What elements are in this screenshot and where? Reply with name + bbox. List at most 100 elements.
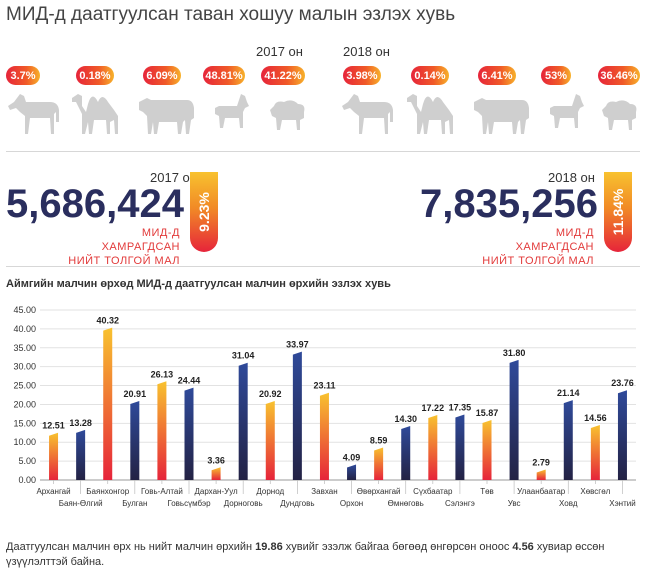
bar-13 bbox=[374, 447, 384, 480]
horse-icon bbox=[342, 94, 393, 134]
x-category-label: Булган bbox=[122, 499, 147, 508]
bar-12 bbox=[347, 464, 357, 480]
badge-2018-sheep: 36.46% bbox=[598, 66, 640, 85]
bar-value-label: 26.13 bbox=[151, 369, 174, 379]
x-category-label: Завхан bbox=[311, 487, 337, 496]
bar-value-label: 23.11 bbox=[313, 381, 335, 391]
x-category-label: Баянхонгор bbox=[86, 487, 129, 496]
bar-value-label: 17.22 bbox=[422, 403, 445, 413]
divider-mid bbox=[6, 266, 640, 267]
y-tick-label: 45.00 bbox=[13, 305, 36, 315]
x-category-label: Хөвсгөл bbox=[580, 487, 610, 496]
total-2017-caption-line1: МИД-Д ХАМРАГДСАН bbox=[101, 227, 180, 253]
x-category-label: Дундговь bbox=[280, 499, 314, 508]
bar-value-label: 13.28 bbox=[69, 418, 92, 428]
sheep-icon bbox=[602, 100, 637, 130]
bar-chart: 0.00 5.00 10.00 15.00 20.00 25.00 30.00 35.00 40… bbox=[13, 305, 636, 508]
x-category-label: Увс bbox=[508, 499, 521, 508]
bar-value-label: 14.30 bbox=[394, 414, 417, 424]
bar-8 bbox=[238, 362, 248, 480]
year-label-2018: 2018 он bbox=[343, 44, 390, 59]
bar-value-label: 20.91 bbox=[124, 389, 147, 399]
total-2017-value: 5,686,424 bbox=[6, 182, 184, 226]
bar-value-label: 31.80 bbox=[503, 348, 526, 358]
y-tick-label: 35.00 bbox=[13, 343, 36, 353]
y-tick-label: 15.00 bbox=[13, 418, 36, 428]
badge-2017-horse: 3.7% bbox=[6, 66, 40, 85]
x-category-label: Орхон bbox=[340, 499, 363, 508]
bar-1 bbox=[49, 432, 59, 480]
bar-value-label: 4.09 bbox=[343, 453, 361, 463]
x-category-label: Архангай bbox=[36, 487, 70, 496]
horse-icon bbox=[8, 94, 59, 134]
total-2018-year: 2018 он bbox=[548, 170, 595, 185]
bar-16 bbox=[455, 414, 465, 480]
badge-2018-goat: 53% bbox=[541, 66, 571, 85]
badge-2018-camel: 0.14% bbox=[411, 66, 449, 85]
footer-post: хувиар өссөн үзүүлэлттэй байна. bbox=[6, 541, 605, 568]
total-2017-caption-line2: НИЙТ ТОЛГОЙ МАЛ bbox=[68, 255, 180, 267]
bar-value-label: 31.04 bbox=[232, 351, 255, 361]
x-category-label: Сэлэнгэ bbox=[445, 499, 475, 508]
x-category-label: Дорнод bbox=[256, 487, 284, 496]
total-2018-caption-line1: МИД-Д ХАМРАГДСАН bbox=[515, 227, 594, 253]
badge-2018-cow: 6.41% bbox=[478, 66, 516, 85]
x-category-label: Ховд bbox=[559, 499, 578, 508]
x-category-label: Өвөрхангай bbox=[357, 487, 401, 496]
footer-mid: хувийг эзэлж байгаа бөгөөд өнгөрсөн оноо… bbox=[282, 541, 513, 553]
camel-icon bbox=[72, 94, 118, 134]
bar-21 bbox=[590, 424, 600, 480]
bar-4 bbox=[130, 401, 140, 480]
bar-19 bbox=[536, 469, 546, 480]
y-tick-label: 10.00 bbox=[13, 437, 36, 447]
badge-2018-horse: 3.98% bbox=[343, 66, 381, 85]
bar-9 bbox=[265, 400, 275, 480]
total-2017-pct: 9.23% bbox=[196, 192, 212, 232]
x-category-label: Говьсүмбэр bbox=[167, 499, 211, 508]
footer-value-2: 4.56 bbox=[512, 541, 534, 553]
x-category-label: Баян-Өлгий bbox=[59, 499, 103, 508]
badge-2017-camel: 0.18% bbox=[76, 66, 114, 85]
bar-value-label: 15.87 bbox=[476, 408, 499, 418]
x-category-label: Дорноговь bbox=[224, 499, 263, 508]
total-2018-caption-line2: НИЙТ ТОЛГОЙ МАЛ bbox=[482, 255, 594, 267]
bar-value-label: 14.56 bbox=[584, 413, 607, 423]
goat-icon bbox=[215, 94, 249, 128]
bar-18 bbox=[509, 359, 519, 480]
y-tick-label: 25.00 bbox=[13, 381, 36, 391]
footer-pre: Даатгуулсан малчин өрх нь нийт малчин өр… bbox=[6, 541, 256, 553]
cow-icon bbox=[139, 98, 194, 134]
bar-3 bbox=[103, 327, 113, 480]
bar-value-label: 20.92 bbox=[259, 389, 282, 399]
bar-17 bbox=[482, 420, 492, 480]
goat-icon bbox=[550, 94, 584, 128]
page-title: МИД-д даатгуулсан таван хошуу малын эзлэ… bbox=[6, 4, 456, 25]
bar-value-label: 21.14 bbox=[557, 388, 580, 398]
total-2018-pct: 11.84% bbox=[610, 188, 626, 236]
bar-15 bbox=[428, 414, 438, 480]
total-2018-caption: МИД-Д ХАМРАГДСАН НИЙТ ТОЛГОЙ МАЛ bbox=[474, 226, 594, 268]
bar-value-label: 24.44 bbox=[178, 376, 201, 386]
bar-14 bbox=[401, 425, 411, 480]
bar-2 bbox=[76, 429, 86, 480]
x-category-label: Говь-Алтай bbox=[141, 487, 183, 496]
bar-value-label: 23.76 bbox=[611, 378, 634, 388]
total-2018-pct-ribbon: 11.84% bbox=[604, 172, 632, 252]
total-2017-caption: МИД-Д ХАМРАГДСАН НИЙТ ТОЛГОЙ МАЛ bbox=[60, 226, 180, 268]
y-tick-label: 40.00 bbox=[13, 324, 36, 334]
x-category-label: Сүхбаатар bbox=[413, 487, 453, 496]
bar-22 bbox=[617, 390, 627, 480]
y-tick-label: 30.00 bbox=[13, 362, 36, 372]
bar-value-label: 8.59 bbox=[370, 436, 388, 446]
x-category-label: Улаанбаатар bbox=[517, 487, 566, 496]
bar-5 bbox=[157, 381, 167, 480]
bar-value-label: 2.79 bbox=[532, 457, 550, 467]
bar-20 bbox=[563, 400, 573, 480]
total-2017-pct-ribbon: 9.23% bbox=[190, 172, 218, 252]
bar-10 bbox=[292, 351, 302, 480]
y-tick-label: 20.00 bbox=[13, 399, 36, 409]
cow-icon bbox=[474, 98, 529, 134]
y-tick-label: 0.00 bbox=[18, 475, 36, 485]
y-tick-label: 5.00 bbox=[18, 456, 36, 466]
year-label-2017: 2017 он bbox=[256, 44, 303, 59]
